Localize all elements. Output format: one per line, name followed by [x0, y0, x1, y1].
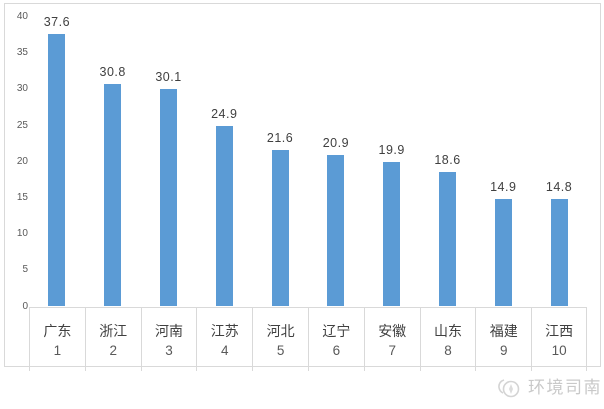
province-label: 广东 — [43, 322, 72, 339]
bar — [48, 34, 66, 307]
bar — [327, 155, 345, 307]
province-label: 安徽 — [378, 322, 407, 339]
watermark: 环境司南 — [496, 376, 602, 400]
y-axis-tick-label: 20 — [16, 155, 28, 167]
y-axis-tick-label: 5 — [22, 264, 28, 276]
bar-value-label: 21.6 — [266, 131, 294, 146]
category-cell: 江西 10 — [531, 306, 587, 371]
bar-value-label: 18.6 — [434, 152, 461, 167]
rank-label: 2 — [109, 342, 117, 358]
rank-label: 9 — [500, 342, 508, 358]
province-label: 辽宁 — [322, 322, 351, 339]
y-axis-tick-label: 40 — [16, 11, 28, 22]
watermark-text: 环境司南 — [528, 378, 602, 397]
bar — [550, 199, 568, 307]
category-cell: 福建 9 — [475, 306, 532, 371]
rank-label: 3 — [165, 342, 173, 358]
province-label: 浙江 — [99, 322, 128, 339]
y-axis-tick-label: 30 — [16, 83, 28, 95]
y-axis-tick-label: 0 — [22, 300, 28, 312]
rank-label: 10 — [551, 342, 567, 358]
category-cell: 山东 8 — [419, 306, 476, 371]
compass-logo-icon — [496, 376, 523, 400]
province-label: 河南 — [154, 322, 183, 339]
bar-value-label: 20.9 — [322, 136, 350, 151]
rank-label: 8 — [444, 342, 452, 358]
bar — [104, 83, 122, 307]
province-label: 江西 — [545, 322, 574, 339]
bar — [160, 88, 177, 307]
bar — [215, 126, 233, 307]
bar-value-label: 30.1 — [155, 69, 182, 84]
y-axis-tick-label: 25 — [16, 119, 28, 131]
rank-label: 7 — [388, 342, 396, 358]
bar-value-label: 30.8 — [99, 64, 126, 79]
bar-value-label: 24.9 — [211, 107, 238, 122]
rank-label: 4 — [221, 342, 229, 358]
category-cell: 江苏 4 — [196, 306, 253, 371]
bar — [271, 150, 289, 307]
category-cell: 河北 5 — [252, 306, 308, 371]
bar-value-label: 37.6 — [43, 15, 71, 30]
rank-label: 6 — [332, 342, 341, 358]
province-label: 河北 — [266, 322, 295, 339]
bar — [439, 171, 456, 307]
category-cell: 浙江 2 — [84, 306, 141, 371]
y-axis-tick-label: 15 — [16, 191, 28, 203]
category-cell: 辽宁 6 — [308, 306, 364, 371]
y-axis-tick-label: 10 — [16, 228, 28, 240]
bar — [494, 198, 512, 307]
rank-label: 1 — [53, 342, 62, 358]
bar-value-label: 14.9 — [490, 179, 517, 194]
category-cell: 河南 3 — [140, 306, 197, 371]
y-axis-tick-label: 35 — [16, 47, 28, 59]
chart-frame: 0 5 10 15 20 25 30 35 40 37.6 30.8 30.1 24.9 21.6 20.… — [4, 3, 601, 371]
category-cell: 安徽 7 — [363, 306, 420, 371]
rank-label: 5 — [276, 342, 285, 358]
bar — [383, 162, 401, 307]
bar-value-label: 14.8 — [545, 180, 573, 195]
bar-value-label: 19.9 — [378, 143, 405, 158]
province-label: 江苏 — [210, 322, 239, 339]
category-cell: 广东 1 — [29, 306, 85, 371]
province-label: 山东 — [433, 322, 462, 339]
province-label: 福建 — [489, 322, 518, 339]
